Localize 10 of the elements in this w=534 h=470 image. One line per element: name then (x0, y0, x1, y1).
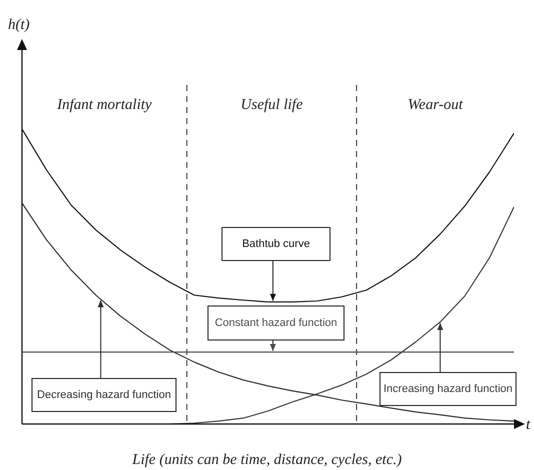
text: Life (units can be time, distance, cycles, etc.) (131, 452, 402, 468)
text: Infant mortality (56, 96, 152, 113)
series-label: Increasing hazard function (383, 383, 513, 396)
x-axis-title: t (526, 416, 531, 433)
text: Wear-out (408, 96, 464, 113)
text: Decreasing hazard function (37, 389, 171, 402)
text: h(t) (8, 16, 30, 33)
text: Bathtub curve (242, 238, 310, 250)
text: Useful life (240, 96, 304, 113)
text: Constant hazard function (214, 317, 338, 330)
